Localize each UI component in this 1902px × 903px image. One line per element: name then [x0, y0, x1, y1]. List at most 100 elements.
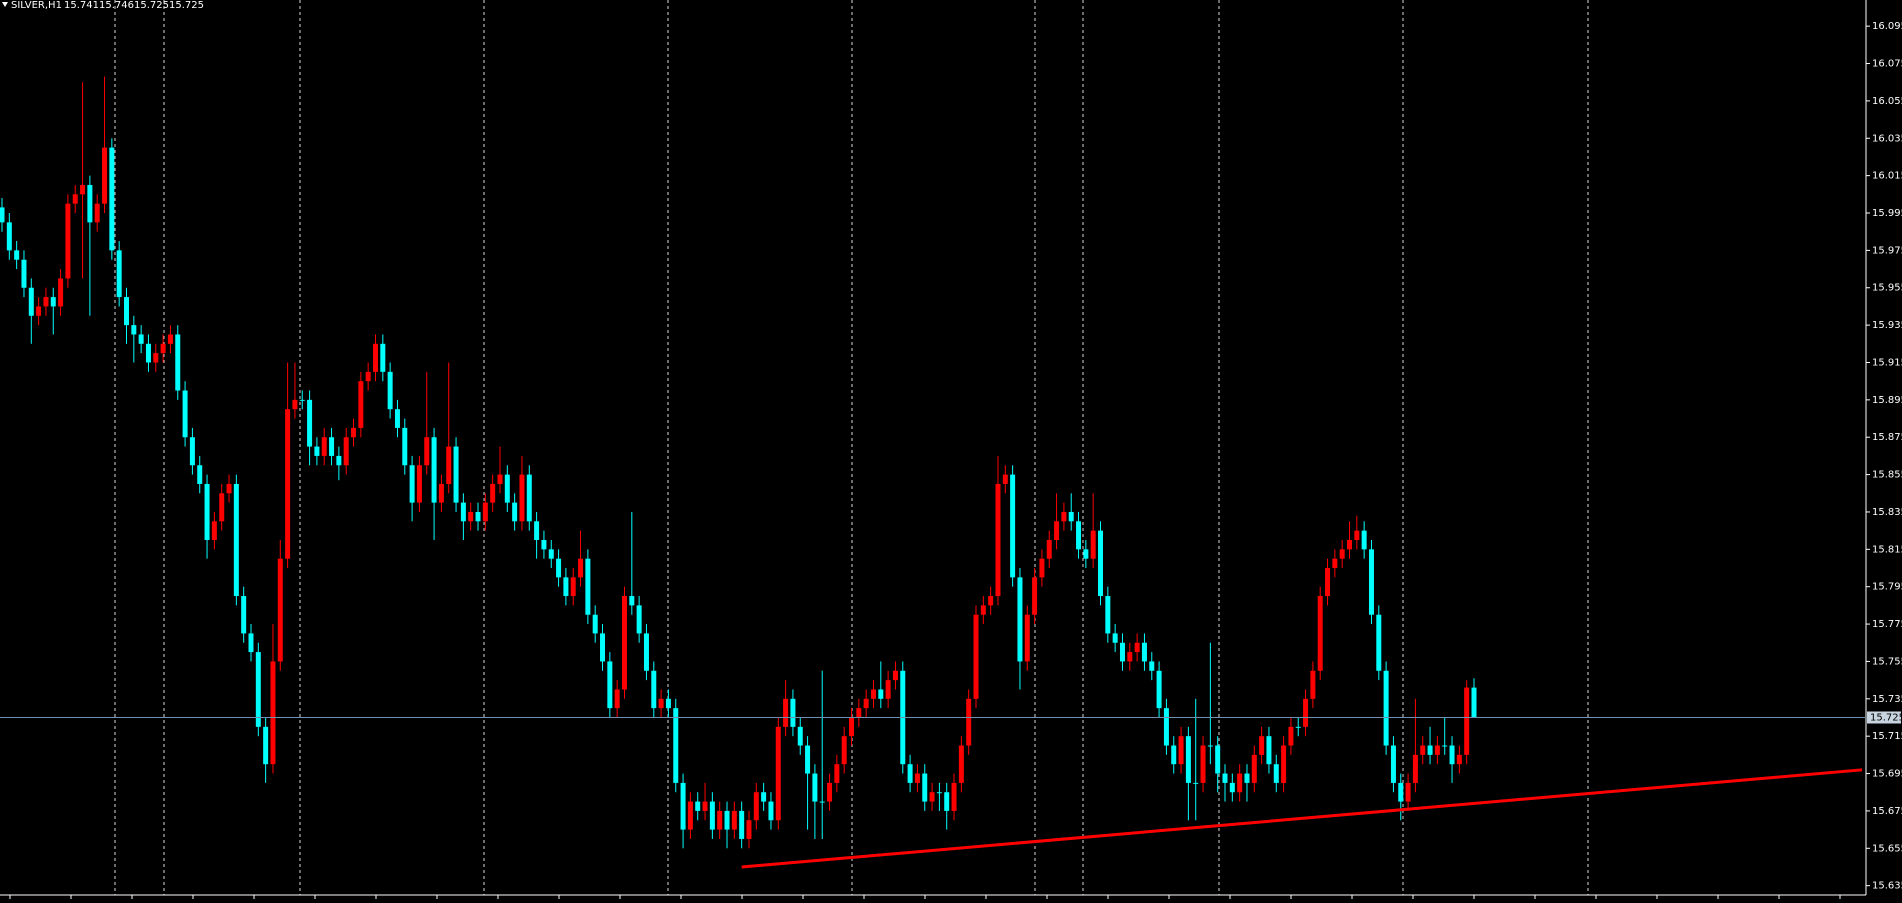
candle-body: [233, 483, 239, 597]
candle-body: [387, 371, 393, 410]
candle-body: [1412, 754, 1418, 783]
candle-body: [812, 773, 818, 802]
y-tick-label: 16.015: [1872, 171, 1902, 182]
header-arrow[interactable]: [2, 2, 8, 7]
candle-body: [497, 474, 503, 484]
candle-body: [1390, 745, 1396, 783]
candle-body: [14, 250, 20, 260]
candle-body: [255, 652, 261, 727]
candle-body: [36, 306, 42, 316]
candle-body: [980, 605, 986, 615]
candle-body: [453, 446, 459, 503]
candle-body: [753, 792, 759, 821]
candle-body: [973, 614, 979, 699]
candle-body: [1383, 670, 1389, 746]
candle-body: [1361, 530, 1367, 550]
candle-body: [1134, 642, 1140, 653]
candle-body: [1178, 736, 1184, 765]
candle-body: [211, 521, 217, 540]
candle-body: [504, 474, 510, 503]
candle-body: [739, 810, 745, 839]
candle-body: [358, 381, 364, 428]
candle-body: [651, 670, 657, 709]
candle-body: [658, 698, 664, 709]
candle-body: [892, 670, 898, 681]
y-tick-label: 15.675: [1872, 806, 1902, 817]
candle-body: [870, 689, 876, 699]
candle-body: [563, 577, 569, 597]
candle-body: [241, 596, 247, 634]
candle-body: [541, 539, 547, 550]
candle-body: [929, 792, 935, 802]
candle-body: [109, 147, 115, 251]
candle-body: [709, 801, 715, 830]
candle-body: [277, 558, 283, 662]
y-tick-label: 15.735: [1872, 694, 1902, 705]
candle-body: [944, 792, 950, 811]
candle-body: [138, 334, 144, 344]
candle-body: [299, 399, 305, 401]
candle-body: [885, 680, 891, 699]
candle-body: [534, 521, 540, 540]
candle-body: [724, 810, 730, 830]
candle-body: [819, 801, 825, 803]
candle-body: [768, 801, 774, 821]
candle-body: [1141, 642, 1147, 662]
candle-body: [446, 446, 452, 484]
candle-body: [329, 437, 335, 456]
candle-body: [167, 334, 173, 344]
candle-body: [995, 483, 1001, 597]
candle-body: [409, 465, 415, 503]
candle-body: [6, 222, 12, 251]
header-open: 15.741: [64, 0, 99, 11]
candle-body: [1420, 745, 1426, 755]
candle-body: [1163, 708, 1169, 746]
header-low: 15.725: [134, 0, 169, 11]
candle-body: [351, 427, 357, 438]
candle-body: [424, 437, 430, 466]
candle-body: [380, 343, 386, 372]
candle-body: [1464, 687, 1470, 755]
candle-body: [1273, 764, 1279, 783]
candle-body: [263, 726, 269, 765]
candle-body: [695, 801, 701, 811]
candle-body: [1259, 736, 1265, 755]
candle-body: [1024, 614, 1030, 662]
y-tick-label: 15.935: [1872, 320, 1902, 331]
y-tick-label: 15.895: [1872, 395, 1902, 406]
candle-body: [1054, 521, 1060, 540]
header-close: 15.725: [169, 0, 204, 11]
chart-header: SILVER,H1 15.741 15.746 15.725 15.725: [11, 0, 204, 11]
candle-body: [1368, 549, 1374, 615]
candle-body: [416, 465, 422, 503]
y-tick-label: 15.995: [1872, 208, 1902, 219]
candle-body: [922, 773, 928, 802]
candle-body: [204, 483, 210, 540]
candle-body: [1471, 687, 1477, 718]
candle-body: [431, 437, 437, 503]
candle-body: [665, 698, 671, 709]
candle-body: [1317, 596, 1323, 671]
candle-body: [1442, 745, 1448, 747]
candle-body: [1171, 745, 1177, 765]
candle-body: [797, 726, 803, 746]
candle-body: [863, 698, 869, 709]
header-high: 15.746: [99, 0, 134, 11]
candle-body: [629, 596, 635, 606]
period-separators: [114, 0, 1589, 895]
candle-body: [123, 297, 129, 326]
candle-body: [856, 708, 862, 718]
candle-body: [827, 782, 833, 802]
candle-body: [1376, 614, 1382, 671]
candle-body: [131, 325, 137, 335]
candle-body: [841, 736, 847, 765]
candle-body: [21, 259, 27, 288]
candle-body: [914, 773, 920, 783]
candle-body: [1427, 745, 1433, 755]
candle-body: [58, 278, 64, 307]
candle-body: [951, 782, 957, 811]
candle-body: [1456, 754, 1462, 765]
candle-body: [805, 745, 811, 774]
candle-body: [219, 493, 225, 522]
